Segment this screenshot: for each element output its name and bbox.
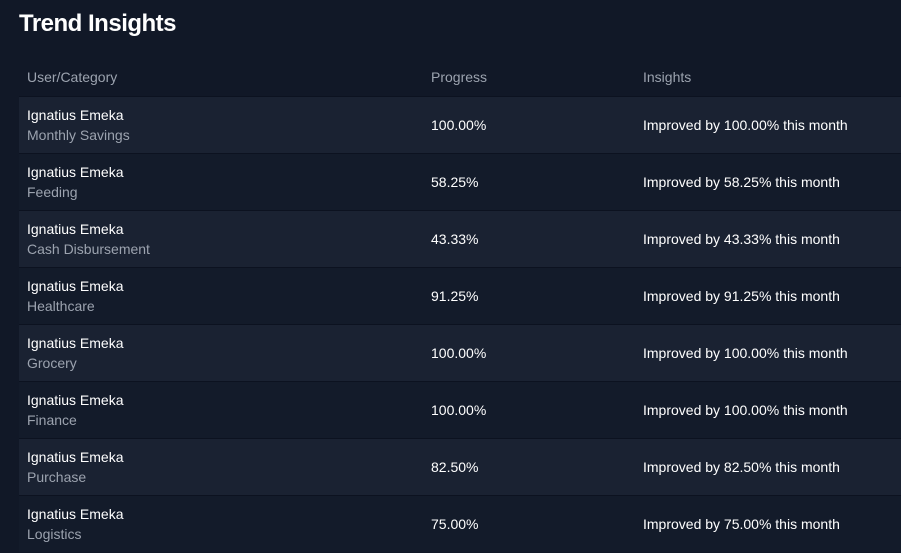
category-name: Grocery bbox=[27, 355, 77, 371]
category-name: Monthly Savings bbox=[27, 127, 130, 143]
progress-cell: 91.25% bbox=[431, 288, 479, 304]
column-header-user-category: User/Category bbox=[27, 68, 118, 85]
category-name: Purchase bbox=[27, 469, 87, 485]
insight-cell: Improved by 75.00% this month bbox=[643, 516, 840, 532]
insight-cell: Improved by 43.33% this month bbox=[643, 231, 840, 247]
user-name: Ignatius Emeka bbox=[27, 335, 124, 351]
user-name: Ignatius Emeka bbox=[27, 449, 124, 465]
user-category-cell: Ignatius Emeka Grocery bbox=[19, 333, 431, 373]
table-row: Ignatius Emeka Logistics 75.00% Improved… bbox=[19, 495, 901, 552]
insight-cell: Improved by 91.25% this month bbox=[643, 288, 840, 304]
user-name: Ignatius Emeka bbox=[27, 221, 124, 237]
table-row: Ignatius Emeka Cash Disbursement 43.33% … bbox=[19, 210, 901, 267]
category-name: Finance bbox=[27, 412, 77, 428]
progress-cell: 100.00% bbox=[431, 402, 487, 418]
table-row: Ignatius Emeka Monthly Savings 100.00% I… bbox=[19, 96, 901, 153]
user-category-cell: Ignatius Emeka Monthly Savings bbox=[19, 105, 431, 145]
table-row: Ignatius Emeka Finance 100.00% Improved … bbox=[19, 381, 901, 438]
user-category-cell: Ignatius Emeka Cash Disbursement bbox=[19, 219, 431, 259]
user-category-cell: Ignatius Emeka Feeding bbox=[19, 162, 431, 202]
progress-cell: 100.00% bbox=[431, 345, 487, 361]
user-category-cell: Ignatius Emeka Logistics bbox=[19, 504, 431, 544]
progress-cell: 82.50% bbox=[431, 459, 479, 475]
category-name: Healthcare bbox=[27, 298, 95, 314]
progress-cell: 58.25% bbox=[431, 174, 479, 190]
panel-title: Trend Insights bbox=[19, 10, 177, 37]
table-row: Ignatius Emeka Feeding 58.25% Improved b… bbox=[19, 153, 901, 210]
user-category-cell: Ignatius Emeka Finance bbox=[19, 390, 431, 430]
table-row: Ignatius Emeka Healthcare 91.25% Improve… bbox=[19, 267, 901, 324]
table-header: User/Category Progress Insights bbox=[19, 57, 901, 96]
category-name: Cash Disbursement bbox=[27, 241, 150, 257]
column-header-progress: Progress bbox=[431, 68, 488, 85]
insight-cell: Improved by 100.00% this month bbox=[643, 402, 848, 418]
table-row: Ignatius Emeka Grocery 100.00% Improved … bbox=[19, 324, 901, 381]
user-name: Ignatius Emeka bbox=[27, 107, 124, 123]
user-name: Ignatius Emeka bbox=[27, 164, 124, 180]
column-header-insights: Insights bbox=[643, 68, 692, 85]
user-category-cell: Ignatius Emeka Purchase bbox=[19, 447, 431, 487]
progress-cell: 100.00% bbox=[431, 117, 487, 133]
user-category-cell: Ignatius Emeka Healthcare bbox=[19, 276, 431, 316]
insight-cell: Improved by 100.00% this month bbox=[643, 117, 848, 133]
insight-cell: Improved by 58.25% this month bbox=[643, 174, 840, 190]
table-row: Ignatius Emeka Purchase 82.50% Improved … bbox=[19, 438, 901, 495]
user-name: Ignatius Emeka bbox=[27, 278, 124, 294]
user-name: Ignatius Emeka bbox=[27, 506, 124, 522]
trend-insights-table: User/Category Progress Insights Ignatius… bbox=[19, 57, 901, 552]
progress-cell: 75.00% bbox=[431, 516, 479, 532]
insight-cell: Improved by 100.00% this month bbox=[643, 345, 848, 361]
user-name: Ignatius Emeka bbox=[27, 392, 124, 408]
insight-cell: Improved by 82.50% this month bbox=[643, 459, 840, 475]
progress-cell: 43.33% bbox=[431, 231, 479, 247]
category-name: Logistics bbox=[27, 526, 82, 542]
category-name: Feeding bbox=[27, 184, 78, 200]
